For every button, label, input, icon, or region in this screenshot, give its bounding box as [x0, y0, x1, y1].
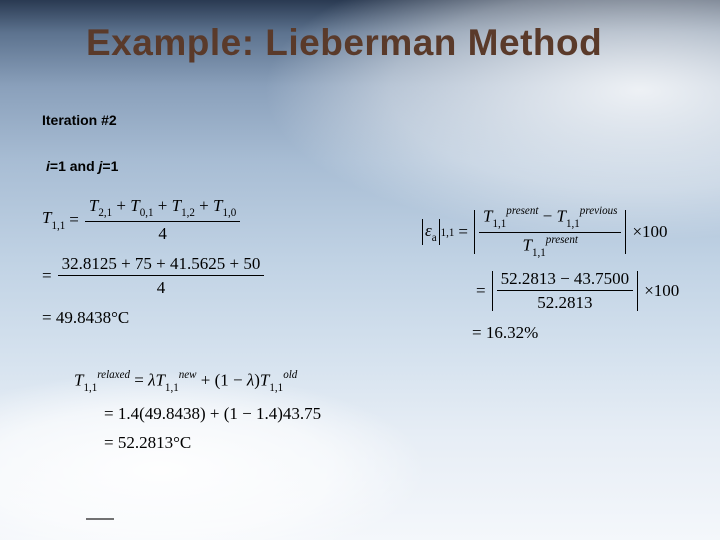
- eq-row-3: = 16.32%: [472, 323, 679, 343]
- equals-sign: =: [69, 210, 79, 230]
- result-text: = 52.2813°C: [104, 433, 191, 453]
- var-epsilon: εa: [425, 221, 437, 244]
- eq-text: =1 and: [50, 158, 99, 174]
- times-100: ×100: [632, 222, 667, 242]
- equation-block-relaxed: T1,1relaxed = λT1,1new + (1 − λ)T1,1old …: [74, 370, 321, 463]
- eq-row-2: = 1.4(49.8438) + (1 − 1.4)43.75: [74, 404, 321, 424]
- fraction-bar: [479, 232, 621, 233]
- times-100: ×100: [644, 281, 679, 301]
- var-T-relaxed: T1,1relaxed: [74, 370, 130, 394]
- fraction-symbolic: T1,1present − T1,1previous T1,1present: [479, 206, 621, 259]
- iteration-label: Iteration #2: [42, 112, 117, 128]
- fraction-denominator: T1,1present: [519, 235, 582, 259]
- result-text: = 49.8438°C: [42, 308, 129, 328]
- eq-text-2: =1: [102, 158, 118, 174]
- footer-rule: [86, 518, 114, 520]
- fraction-numeric: 52.2813 − 43.7500 52.2813: [497, 269, 634, 313]
- eq-row-3: = 52.2813°C: [74, 433, 321, 453]
- fraction-bar: [85, 221, 240, 222]
- abs-bar-left: [492, 271, 493, 311]
- fraction-bar: [58, 275, 265, 276]
- eq-row-2: = 32.8125 + 75 + 41.5625 + 50 4: [42, 254, 266, 298]
- fraction-symbolic: T2,1 + T0,1 + T1,2 + T1,0 4: [85, 196, 240, 244]
- fraction-bar: [497, 290, 634, 291]
- indices-label: i=1 and j=1: [46, 158, 118, 174]
- var-T: T1,1: [42, 208, 65, 231]
- abs-bar-right: [637, 271, 638, 311]
- fraction-numerator: T2,1 + T0,1 + T1,2 + T1,0: [85, 196, 240, 219]
- abs-bar-right: [625, 210, 626, 254]
- eq-row-3: = 49.8438°C: [42, 308, 266, 328]
- equals-sign: =: [476, 281, 486, 301]
- fraction-numerator: T1,1present − T1,1previous: [479, 206, 621, 230]
- abs-bar-right: [439, 219, 440, 245]
- numeric-line: = 1.4(49.8438) + (1 − 1.4)43.75: [104, 404, 321, 424]
- slide: Example: Lieberman Method Iteration #2 i…: [0, 0, 720, 540]
- equation-block-t11: T1,1 = T2,1 + T0,1 + T1,2 + T1,0 4 = 32.…: [42, 196, 266, 337]
- equation-block-error: εa 1,1 = T1,1present − T1,1previous T1,1…: [420, 206, 679, 352]
- fraction-denominator: 4: [154, 224, 171, 244]
- fraction-numerator: 52.2813 − 43.7500: [497, 269, 634, 289]
- rhs-part-1: = λT1,1new + (1 − λ)T1,1old: [130, 370, 297, 394]
- fraction-numeric: 32.8125 + 75 + 41.5625 + 50 4: [58, 254, 265, 298]
- eq-row-1: T1,1 = T2,1 + T0,1 + T1,2 + T1,0 4: [42, 196, 266, 244]
- fraction-denominator: 4: [153, 278, 170, 298]
- equals-sign: =: [42, 266, 52, 286]
- eq-row-2: = 52.2813 − 43.7500 52.2813 ×100: [472, 269, 679, 313]
- abs-bar-left: [474, 210, 475, 254]
- equals-sign: =: [458, 222, 468, 242]
- fraction-numerator: 32.8125 + 75 + 41.5625 + 50: [58, 254, 265, 274]
- slide-title: Example: Lieberman Method: [86, 22, 690, 64]
- abs-subscript: 1,1: [441, 227, 455, 240]
- fraction-denominator: 52.2813: [533, 293, 596, 313]
- eq-row-1: εa 1,1 = T1,1present − T1,1previous T1,1…: [420, 206, 679, 259]
- eq-row-1: T1,1relaxed = λT1,1new + (1 − λ)T1,1old: [74, 370, 321, 394]
- abs-bar-left: [422, 219, 423, 245]
- result-text: = 16.32%: [472, 323, 538, 343]
